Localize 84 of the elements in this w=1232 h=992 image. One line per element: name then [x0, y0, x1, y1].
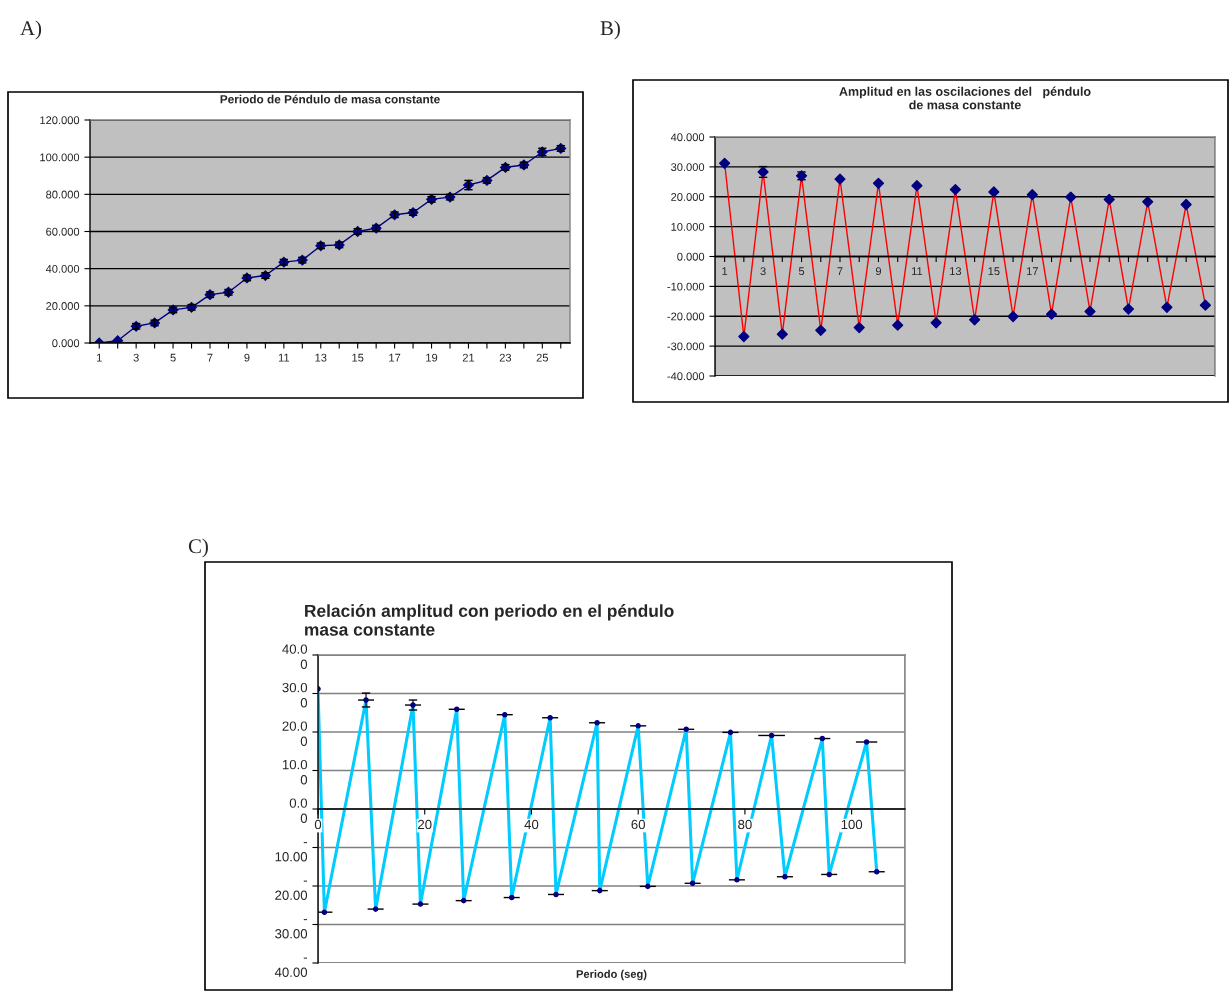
x-tick-label: 9 [244, 353, 250, 362]
x-tick-label: 60 [631, 819, 645, 830]
y-tick-label: 0.0 0 [289, 798, 308, 823]
point [892, 319, 904, 331]
point [911, 180, 923, 192]
point [853, 321, 865, 334]
point [969, 314, 981, 326]
x-axis-title: Periodo (seg) [576, 969, 647, 981]
y-tick-label: -40.000 [667, 372, 705, 381]
point [1007, 310, 1019, 323]
point [1122, 303, 1135, 315]
y-tick-label: 30.000 [671, 163, 705, 172]
y-tick-label: -20.000 [667, 312, 705, 321]
y-tick-label: 10.0 0 [282, 759, 308, 785]
x-tick-label: 7 [837, 267, 843, 275]
x-tick-label: 20 [418, 819, 432, 830]
x-tick-label: 80 [738, 819, 752, 830]
x-tick-label: 13 [950, 267, 962, 276]
point [949, 183, 961, 196]
point [1045, 308, 1058, 320]
point [834, 173, 846, 185]
point [1199, 299, 1211, 311]
y-tick-label: 100.000 [40, 153, 80, 162]
point [738, 330, 750, 343]
y-tick-label: -30.000 [667, 342, 705, 351]
x-tick-label: 5 [170, 353, 176, 362]
x-tick-label: 21 [462, 353, 475, 362]
x-tick-label: 11 [278, 353, 290, 362]
y-tick-label: 40.0 0 [282, 644, 308, 669]
y-tick-label: - 30.00 [275, 919, 308, 939]
point [872, 177, 885, 189]
y-tick-label: - 20.00 [275, 880, 308, 900]
point [1180, 198, 1192, 211]
x-tick-label: 25 [536, 353, 549, 362]
x-tick-label: 1 [96, 353, 102, 362]
x-tick-label: 3 [760, 267, 766, 276]
point [988, 186, 1000, 198]
chart-title: Relación amplitud con periodo en el péndulo masa constante [305, 604, 674, 636]
x-tick-label: 19 [426, 353, 438, 362]
x-tick-label: 100 [841, 819, 863, 830]
y-tick-label: 30.0 0 [282, 682, 308, 708]
text: B) [600, 20, 620, 40]
point [1142, 196, 1154, 208]
text: C) [188, 538, 208, 558]
x-tick-label: 15 [352, 353, 364, 362]
point [1103, 193, 1115, 206]
y-tick-label: -10.000 [667, 282, 705, 291]
y-tick-label: - 40.00 [274, 957, 308, 977]
y-tick-label: - 10.00 [275, 842, 308, 862]
x-tick-label: 17 [389, 353, 401, 362]
point [1026, 189, 1038, 201]
point [1084, 305, 1096, 318]
point [1065, 191, 1077, 203]
point [815, 324, 827, 336]
point [719, 157, 731, 169]
y-tick-label: 80.000 [46, 190, 80, 199]
x-tick-label: 1 [722, 267, 728, 275]
y-tick-label: 20.000 [671, 193, 705, 201]
point [1161, 301, 1173, 313]
chart-title: Periodo de Péndulo de masa constante [220, 94, 440, 104]
x-tick-label: 17 [1026, 267, 1038, 275]
x-tick-label: 5 [798, 267, 805, 276]
point [776, 328, 788, 340]
x-tick-label: 3 [133, 353, 139, 362]
y-tick-label: 20.000 [46, 302, 80, 310]
y-tick-label: 0.000 [677, 252, 705, 261]
y-tick-label: 40.000 [670, 133, 705, 142]
x-tick-label: 13 [315, 353, 327, 362]
x-tick-label: 40 [524, 819, 539, 830]
x-tick-label: 0 [314, 819, 322, 830]
x-tick-label: 7 [207, 353, 213, 362]
y-tick-label: 0.000 [52, 339, 80, 348]
x-tick-label: 9 [875, 267, 882, 276]
text: A) [20, 20, 42, 40]
y-tick-label: 120.000 [40, 116, 80, 125]
chart-title: Amplitud en las oscilaciones del péndulo de masa constante [839, 86, 1091, 110]
y-tick-label: 10.000 [671, 222, 705, 231]
x-tick-label: 11 [912, 267, 923, 275]
y-tick-label: 60.000 [46, 227, 80, 236]
y-tick-label: 40.000 [45, 264, 80, 273]
point [930, 317, 942, 329]
x-tick-label: 15 [988, 267, 1000, 276]
x-tick-label: 23 [499, 353, 512, 362]
y-tick-label: 20.0 0 [282, 721, 308, 746]
